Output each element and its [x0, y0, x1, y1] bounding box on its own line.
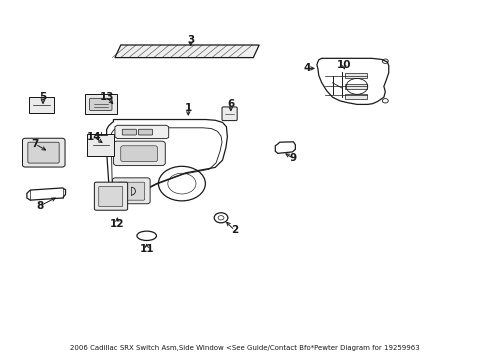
Text: 6: 6 [227, 99, 234, 109]
Text: 10: 10 [336, 60, 351, 70]
FancyBboxPatch shape [344, 84, 366, 89]
FancyBboxPatch shape [87, 134, 114, 156]
Text: 12: 12 [110, 219, 124, 229]
FancyBboxPatch shape [122, 129, 136, 135]
FancyBboxPatch shape [29, 97, 54, 113]
FancyBboxPatch shape [138, 129, 152, 135]
Text: 2006 Cadillac SRX Switch Asm,Side Window <See Guide/Contact Bfo*Pewter Diagram f: 2006 Cadillac SRX Switch Asm,Side Window… [69, 345, 419, 351]
Text: 5: 5 [40, 92, 46, 102]
Text: 2: 2 [231, 225, 238, 235]
Text: 4: 4 [303, 63, 310, 73]
FancyBboxPatch shape [99, 186, 122, 207]
Text: 1: 1 [184, 103, 191, 113]
Text: 7: 7 [31, 139, 39, 149]
FancyBboxPatch shape [344, 73, 366, 78]
FancyBboxPatch shape [28, 142, 59, 163]
FancyBboxPatch shape [85, 94, 117, 114]
FancyBboxPatch shape [22, 138, 65, 167]
Polygon shape [115, 45, 259, 58]
FancyBboxPatch shape [222, 107, 237, 121]
FancyBboxPatch shape [89, 98, 112, 111]
Text: 11: 11 [139, 244, 154, 254]
Text: 13: 13 [99, 92, 114, 102]
FancyBboxPatch shape [344, 94, 366, 99]
Text: 8: 8 [37, 201, 43, 211]
FancyBboxPatch shape [112, 178, 150, 204]
FancyBboxPatch shape [117, 182, 144, 200]
FancyBboxPatch shape [121, 146, 157, 162]
Text: 14: 14 [86, 132, 101, 142]
Polygon shape [115, 125, 168, 139]
FancyBboxPatch shape [113, 141, 165, 166]
FancyBboxPatch shape [94, 182, 127, 210]
Text: 9: 9 [289, 153, 296, 163]
Text: 3: 3 [187, 35, 194, 45]
